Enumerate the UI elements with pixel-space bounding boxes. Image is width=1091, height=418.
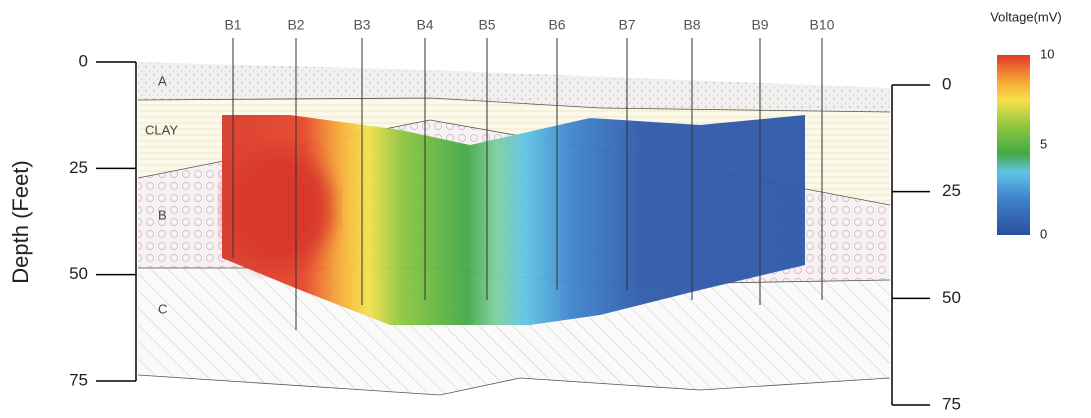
boundary: [137, 374, 891, 396]
borehole-label: B3: [353, 17, 370, 33]
layer-label: C: [158, 301, 167, 316]
tick-label: 75: [69, 370, 88, 389]
axis-label: Depth (Feet): [8, 160, 33, 284]
tick-label: 75: [942, 394, 961, 413]
colorbar-title: Voltage(mV): [990, 9, 1062, 24]
borehole-label: B6: [548, 17, 565, 33]
colorbar-tick-label: 5: [1040, 136, 1047, 151]
tick-label: 0: [79, 51, 88, 70]
tick-label: 25: [942, 181, 961, 200]
layer-label: B: [158, 207, 167, 222]
borehole-label: B8: [683, 17, 700, 33]
voltage-field: [222, 115, 805, 325]
tick-label: 0: [942, 74, 951, 93]
borehole-label: B4: [416, 17, 433, 33]
boundary: [137, 97, 891, 113]
borehole-label: B10: [810, 17, 835, 33]
layer-label: CLAY: [145, 122, 178, 137]
borehole-label: B2: [287, 17, 304, 33]
colorbar-tick-label: 0: [1040, 226, 1047, 241]
layer-a: [138, 62, 890, 112]
voltage-high: [228, 150, 332, 266]
tick-label: 50: [942, 288, 961, 307]
layer-label: A: [158, 73, 167, 88]
tick-label: 50: [69, 264, 88, 283]
borehole-label: B1: [224, 17, 241, 33]
borehole-label: B9: [751, 17, 768, 33]
borehole-label: B7: [618, 17, 635, 33]
borehole-label: B5: [478, 17, 495, 33]
colorbar: [997, 55, 1030, 235]
colorbar-tick-label: 10: [1040, 46, 1054, 61]
tick-label: 25: [69, 158, 88, 177]
